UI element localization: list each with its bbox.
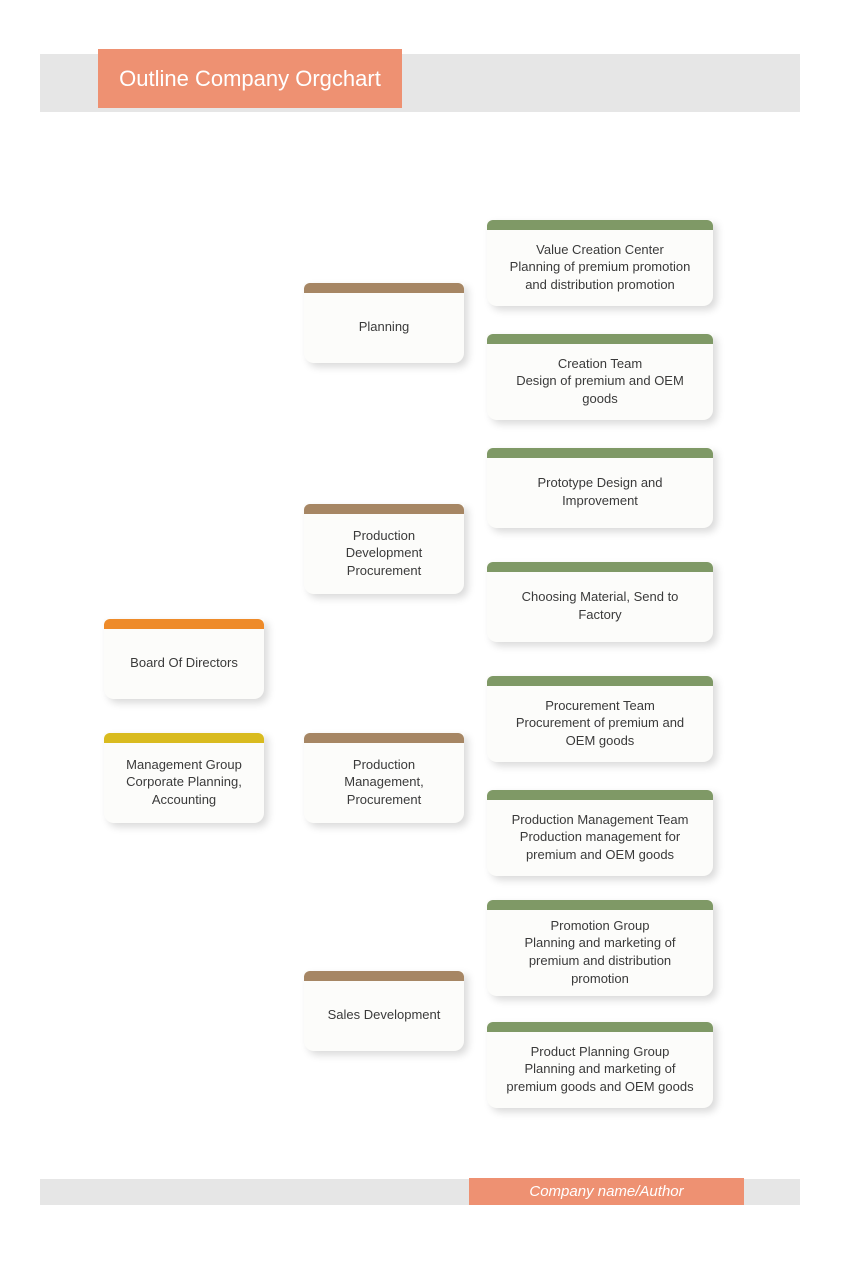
node-cap [487,334,713,344]
node-label: Planning [359,318,410,336]
node-label: Creation Team Design of premium and OEM … [516,355,684,408]
footer-text: Company name/Author [469,1178,744,1205]
node-label: Value Creation Center Planning of premiu… [510,241,691,294]
node-label: Production Management Team Production ma… [512,811,689,864]
org-node-proto: Prototype Design and Improvement [487,448,713,528]
node-cap [487,1022,713,1032]
node-cap [487,448,713,458]
node-label: Production Management, Procurement [344,756,424,809]
node-cap [487,220,713,230]
node-cap [487,900,713,910]
node-cap [487,676,713,686]
node-label: Sales Development [328,1006,441,1024]
org-node-promo: Promotion Group Planning and marketing o… [487,900,713,996]
node-cap [304,504,464,514]
node-cap [487,562,713,572]
node-cap [487,790,713,800]
org-node-proddev: Production Development Procurement [304,504,464,594]
org-node-prodmgmtteam: Production Management Team Production ma… [487,790,713,876]
org-node-sales: Sales Development [304,971,464,1051]
node-label: Product Planning Group Planning and mark… [506,1043,693,1096]
org-node-procure: Procurement Team Procurement of premium … [487,676,713,762]
node-label: Procurement Team Procurement of premium … [516,697,684,750]
org-node-productplan: Product Planning Group Planning and mark… [487,1022,713,1108]
node-cap [304,971,464,981]
node-cap [104,733,264,743]
org-node-value: Value Creation Center Planning of premiu… [487,220,713,306]
org-node-prodmgmt: Production Management, Procurement [304,733,464,823]
node-label: Production Development Procurement [346,527,423,580]
page-title: Outline Company Orgchart [98,49,402,108]
node-label: Choosing Material, Send to Factory [522,588,679,623]
org-node-mgmt: Management Group Corporate Planning, Acc… [104,733,264,823]
node-label: Prototype Design and Improvement [537,474,662,509]
org-node-material: Choosing Material, Send to Factory [487,562,713,642]
org-node-board: Board Of Directors [104,619,264,699]
org-node-creation: Creation Team Design of premium and OEM … [487,334,713,420]
node-cap [104,619,264,629]
org-node-planning: Planning [304,283,464,363]
node-label: Promotion Group Planning and marketing o… [524,917,675,987]
node-cap [304,733,464,743]
node-label: Management Group Corporate Planning, Acc… [126,756,242,809]
node-label: Board Of Directors [130,654,238,672]
node-cap [304,283,464,293]
